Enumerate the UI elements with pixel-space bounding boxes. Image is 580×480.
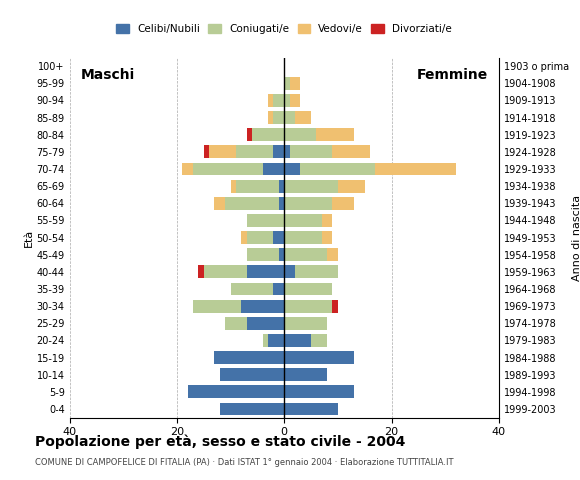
- Bar: [284, 214, 322, 227]
- Bar: [193, 300, 241, 312]
- Text: Maschi: Maschi: [80, 68, 135, 82]
- Bar: [284, 197, 332, 210]
- Bar: [332, 197, 354, 210]
- Bar: [375, 163, 456, 176]
- Bar: [241, 300, 284, 312]
- Bar: [198, 265, 204, 278]
- Bar: [263, 163, 284, 176]
- Bar: [263, 334, 268, 347]
- Bar: [284, 385, 354, 398]
- Bar: [246, 128, 252, 141]
- Bar: [284, 368, 327, 381]
- Bar: [338, 180, 365, 192]
- Bar: [295, 265, 338, 278]
- Bar: [300, 163, 375, 176]
- Bar: [225, 197, 279, 210]
- Bar: [279, 248, 284, 261]
- Bar: [204, 265, 246, 278]
- Bar: [322, 214, 332, 227]
- Text: Popolazione per età, sesso e stato civile - 2004: Popolazione per età, sesso e stato civil…: [35, 434, 405, 449]
- Bar: [274, 145, 284, 158]
- Bar: [284, 283, 332, 296]
- Bar: [220, 368, 284, 381]
- Bar: [246, 214, 284, 227]
- Bar: [246, 231, 274, 244]
- Bar: [209, 145, 236, 158]
- Bar: [284, 111, 295, 124]
- Bar: [284, 403, 338, 416]
- Bar: [284, 351, 354, 364]
- Bar: [268, 111, 274, 124]
- Bar: [289, 77, 300, 90]
- Bar: [274, 283, 284, 296]
- Y-axis label: Anno di nascita: Anno di nascita: [571, 194, 580, 281]
- Bar: [220, 403, 284, 416]
- Bar: [241, 231, 246, 244]
- Bar: [284, 300, 332, 312]
- Bar: [279, 180, 284, 192]
- Bar: [231, 180, 236, 192]
- Bar: [284, 163, 300, 176]
- Bar: [284, 180, 338, 192]
- Bar: [246, 265, 284, 278]
- Bar: [231, 283, 274, 296]
- Bar: [327, 248, 338, 261]
- Bar: [284, 94, 289, 107]
- Bar: [252, 128, 284, 141]
- Bar: [246, 248, 279, 261]
- Bar: [284, 145, 289, 158]
- Bar: [274, 111, 284, 124]
- Bar: [284, 334, 311, 347]
- Bar: [295, 111, 311, 124]
- Bar: [279, 197, 284, 210]
- Bar: [204, 145, 209, 158]
- Bar: [284, 248, 327, 261]
- Text: Femmine: Femmine: [417, 68, 488, 82]
- Bar: [193, 163, 263, 176]
- Bar: [322, 231, 332, 244]
- Bar: [332, 145, 370, 158]
- Legend: Celibi/Nubili, Coniugati/e, Vedovi/e, Divorziati/e: Celibi/Nubili, Coniugati/e, Vedovi/e, Di…: [112, 20, 456, 38]
- Bar: [284, 317, 327, 330]
- Bar: [182, 163, 193, 176]
- Text: COMUNE DI CAMPOFELICE DI FITALIA (PA) · Dati ISTAT 1° gennaio 2004 · Elaborazion: COMUNE DI CAMPOFELICE DI FITALIA (PA) · …: [35, 458, 454, 468]
- Bar: [268, 334, 284, 347]
- Bar: [284, 77, 289, 90]
- Y-axis label: Età: Età: [24, 228, 34, 247]
- Bar: [274, 231, 284, 244]
- Bar: [289, 145, 332, 158]
- Bar: [274, 94, 284, 107]
- Bar: [225, 317, 246, 330]
- Bar: [284, 128, 317, 141]
- Bar: [246, 317, 284, 330]
- Bar: [215, 197, 225, 210]
- Bar: [268, 94, 274, 107]
- Bar: [236, 145, 274, 158]
- Bar: [289, 94, 300, 107]
- Bar: [215, 351, 284, 364]
- Bar: [332, 300, 338, 312]
- Bar: [236, 180, 279, 192]
- Bar: [284, 231, 322, 244]
- Bar: [317, 128, 354, 141]
- Bar: [284, 265, 295, 278]
- Bar: [311, 334, 327, 347]
- Bar: [188, 385, 284, 398]
